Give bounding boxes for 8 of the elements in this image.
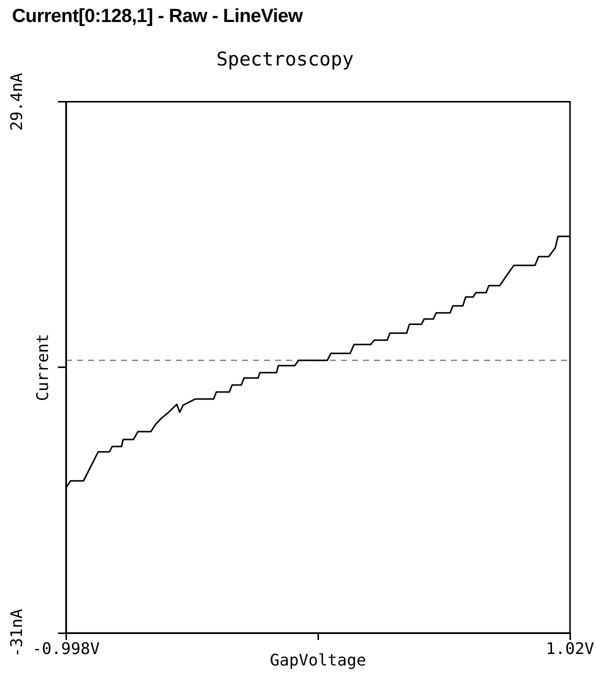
chart-subtitle: Spectroscopy bbox=[216, 48, 354, 70]
y-axis-title: Current bbox=[33, 334, 52, 402]
x-tick-label: 1.02V bbox=[546, 638, 594, 658]
x-axis-title: GapVoltage bbox=[270, 650, 366, 670]
x-tick-label: -0.998V bbox=[32, 638, 100, 658]
y-tick-label: -31nA bbox=[7, 608, 26, 658]
y-tick-label: 29.4nA bbox=[7, 72, 26, 131]
chart-title: Current[0:128,1] - Raw - LineView bbox=[12, 6, 303, 28]
